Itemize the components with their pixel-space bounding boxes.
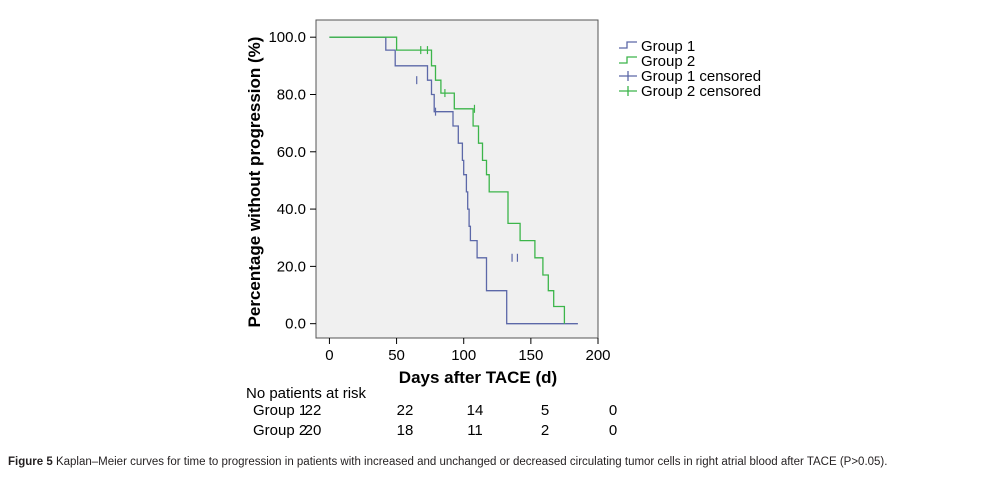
legend-label: Group 1 — [641, 38, 695, 55]
legend-label: Group 2 — [641, 53, 695, 70]
legend-label: Group 2 censored — [641, 83, 761, 100]
legend-swatch — [619, 41, 637, 49]
risk-value: 14 — [466, 402, 484, 419]
x-tick-label: 100 — [451, 347, 476, 364]
risk-row-label: Group 1 — [253, 402, 308, 419]
y-tick-label: 40.0 — [277, 201, 306, 218]
figure-caption: Figure 5 Kaplan–Meier curves for time to… — [8, 455, 994, 470]
risk-value: 0 — [608, 402, 618, 419]
y-tick-label: 100.0 — [268, 29, 306, 46]
series-line-group-1 — [329, 36, 578, 325]
risk-value: 2 — [540, 422, 550, 439]
risk-value: 5 — [540, 402, 550, 419]
risk-value: 22 — [304, 402, 322, 419]
risk-row-label: Group 2 — [253, 422, 308, 439]
x-axis: 0 50 100 150 200 — [325, 338, 611, 364]
caption-text: Kaplan–Meier curves for time to progress… — [55, 456, 888, 468]
series-line-group-2 — [329, 36, 566, 324]
y-tick-label: 80.0 — [277, 86, 306, 103]
x-tick-label: 150 — [518, 347, 543, 364]
y-tick-label: 60.0 — [277, 144, 306, 161]
x-axis-label: Days after TACE (d) — [399, 368, 557, 387]
risk-value: 18 — [396, 422, 414, 439]
caption-label: Figure 5 — [8, 456, 53, 468]
risk-value: 11 — [467, 422, 483, 439]
x-tick-label: 200 — [585, 347, 610, 364]
legend-label: Group 1 censored — [641, 68, 761, 85]
risk-value: 0 — [608, 422, 618, 439]
plot-area — [315, 19, 599, 339]
risk-value: 22 — [396, 402, 414, 419]
series-group — [329, 36, 578, 325]
legend-swatch — [619, 56, 637, 64]
risk-value: 20 — [304, 422, 322, 439]
y-tick-label: 0.0 — [285, 316, 306, 333]
y-axis-label: Percentage without progression (%) — [245, 37, 264, 328]
x-tick-label: 50 — [388, 347, 405, 364]
x-tick-label: 0 — [325, 347, 333, 364]
y-axis: 0.0 20.0 40.0 60.0 80.0 100.0 — [268, 29, 316, 333]
risk-table-title: No patients at risk — [246, 385, 367, 402]
y-tick-label: 20.0 — [277, 258, 306, 275]
